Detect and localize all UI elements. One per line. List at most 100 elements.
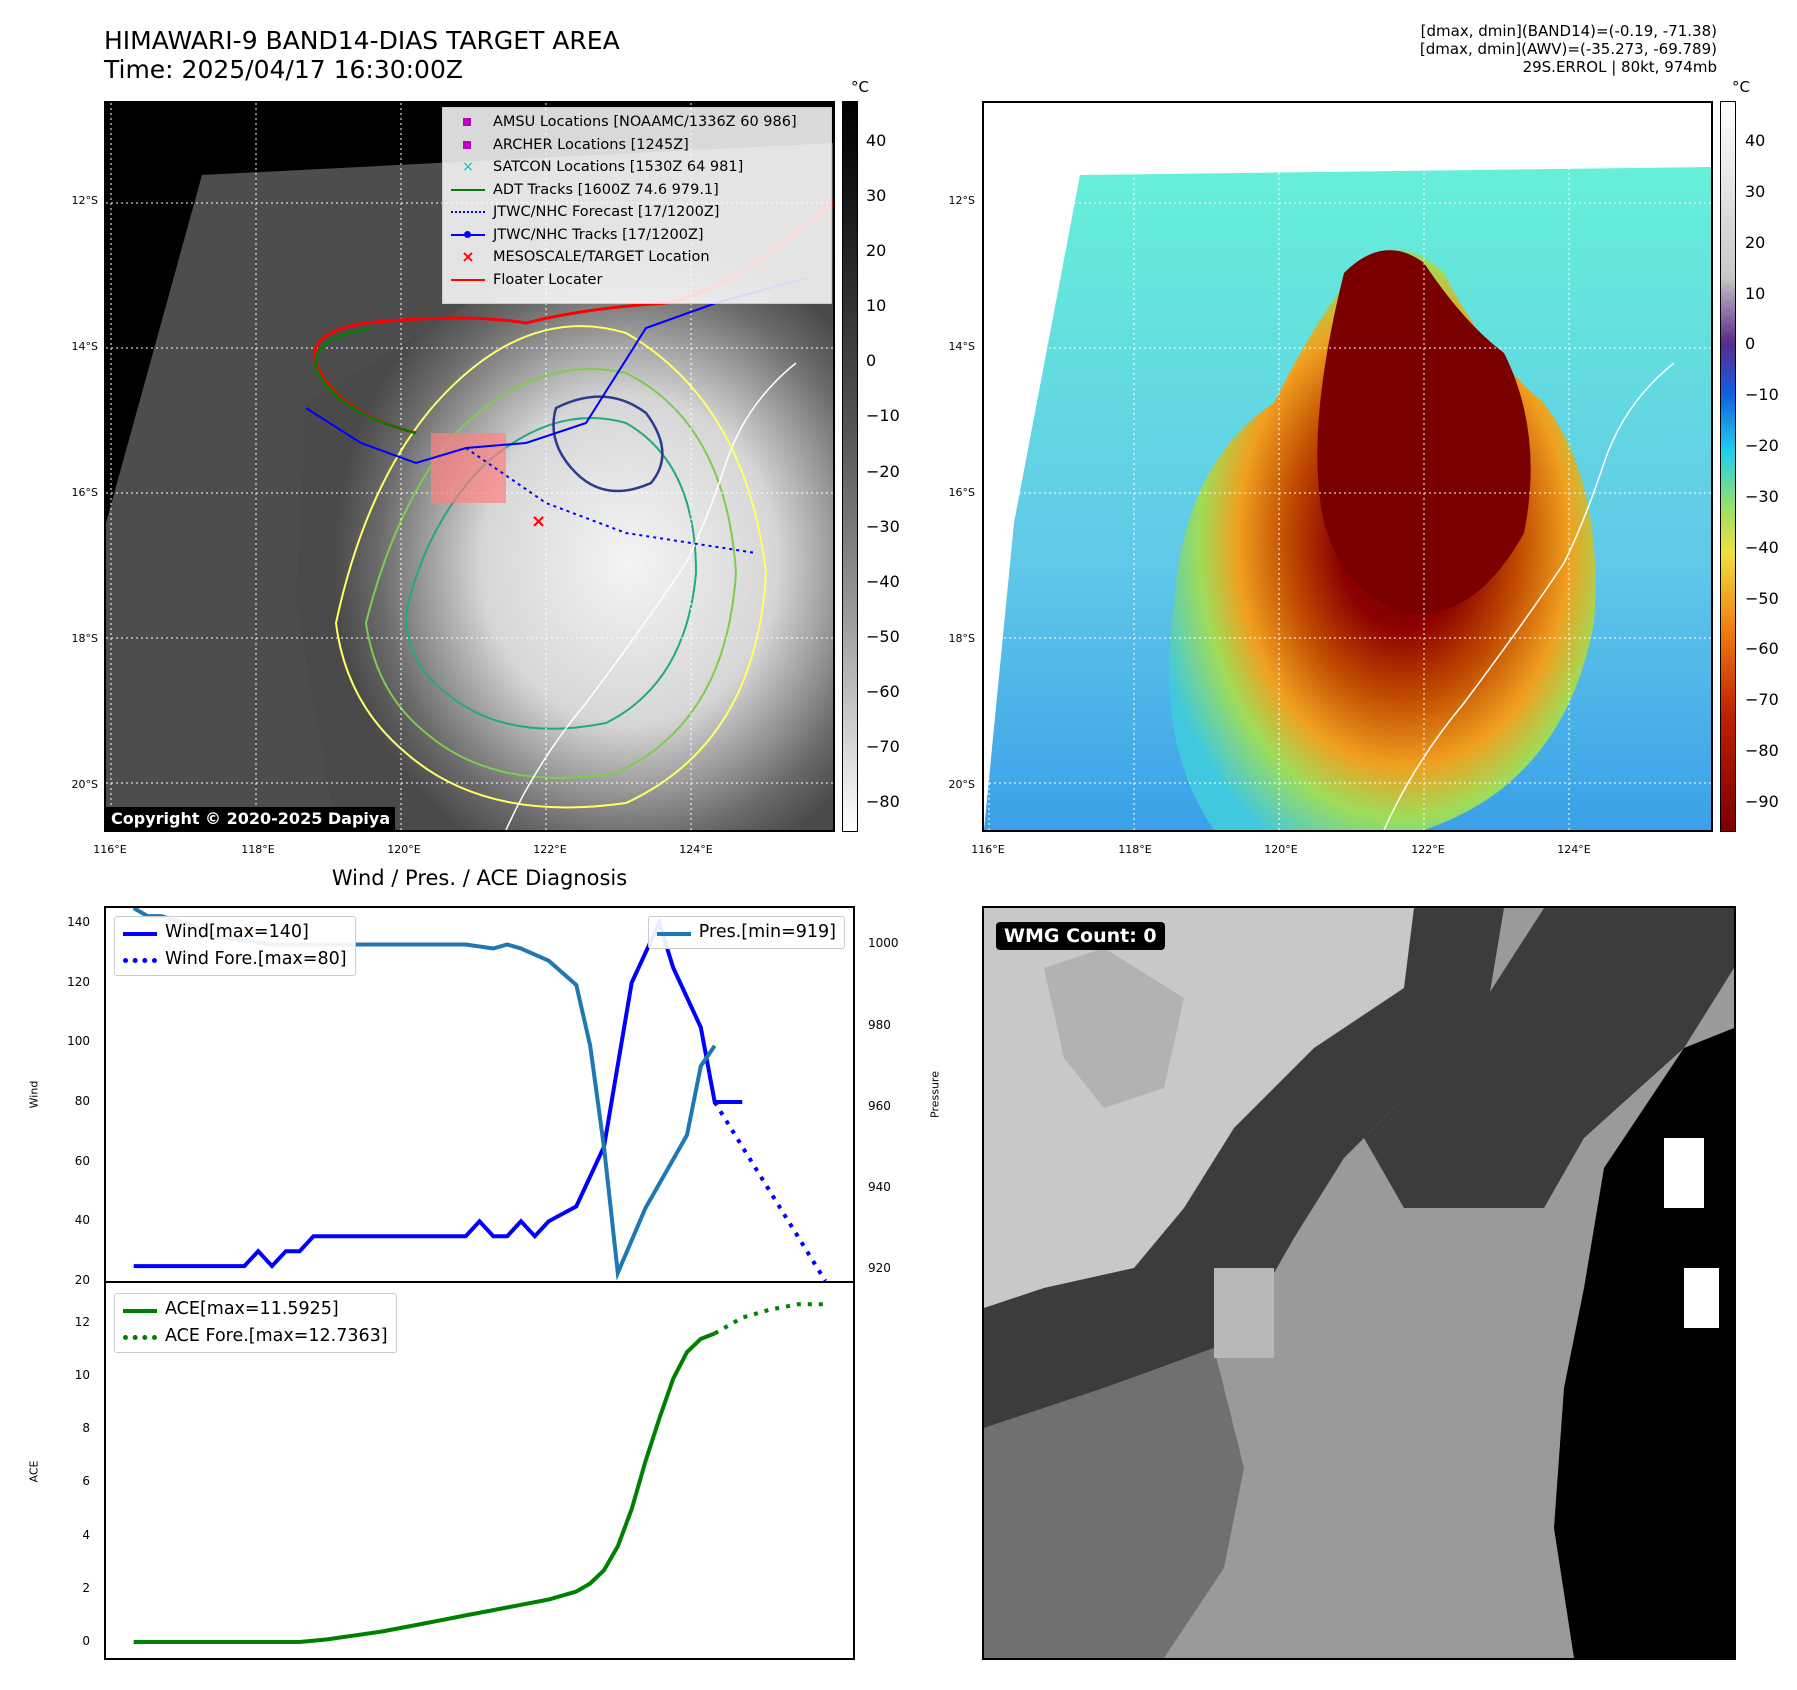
lat-label: 14°S xyxy=(71,340,98,353)
ir-enhanced-map xyxy=(982,101,1713,832)
colorbar-tick-label: −90 xyxy=(1745,792,1779,811)
colorbar-tick-label: −70 xyxy=(1745,690,1779,710)
map-legend: AMSU Locations [NOAAMC/1336Z 60 986] ARC… xyxy=(442,107,832,304)
ace-legend: ACE[max=11.5925] ACE Fore.[max=12.7363] xyxy=(114,1293,397,1353)
square-marker-icon xyxy=(451,136,485,154)
colorbar-tick-label: −60 xyxy=(1745,639,1779,659)
wmg-mid-patch xyxy=(1044,948,1184,1108)
y-tick-label: 1000 xyxy=(868,936,899,951)
pressure-axis-label: Pressure xyxy=(928,1071,942,1118)
y-tick-label: 10 xyxy=(74,1368,90,1383)
legend-item: JTWC/NHC Tracks [17/1200Z] xyxy=(451,224,823,247)
y-tick-label: 4 xyxy=(82,1527,90,1542)
y-tick-label: 80 xyxy=(74,1093,90,1108)
colorbar-tick-label: −30 xyxy=(1745,486,1779,506)
contour-yellow xyxy=(334,325,768,809)
colorbar-tick-label: −20 xyxy=(1745,436,1779,456)
x-marker-icon: × xyxy=(462,159,474,176)
y-tick-label: 6 xyxy=(82,1474,90,1489)
ace-axis-label: ACE xyxy=(27,1460,41,1483)
floater-box xyxy=(431,433,506,503)
y-tick-label: 120 xyxy=(67,974,90,989)
colorbar-tick-label: 40 xyxy=(866,131,887,150)
colorbar-tick-label: −40 xyxy=(866,571,900,591)
legend-item: Floater Locater xyxy=(451,269,823,292)
colorbar-tick-label: −80 xyxy=(1745,741,1779,761)
y-tick-label: 0 xyxy=(82,1634,90,1649)
lon-label: 122°E xyxy=(533,843,567,856)
wmg-white-patch xyxy=(1684,1268,1719,1328)
chart-title: HIMAWARI-9 BAND14-DIAS TARGET AREA Time:… xyxy=(104,26,620,84)
series-line-ace xyxy=(133,1331,716,1644)
line-dot-icon xyxy=(451,226,485,244)
ace-chart: ACE[max=11.5925] ACE Fore.[max=12.7363] xyxy=(104,1281,855,1660)
y-tick-label: 8 xyxy=(82,1421,90,1436)
right-colorbar xyxy=(1720,101,1736,832)
jtwc-track xyxy=(305,277,807,465)
ir-grayscale-imagery: × xyxy=(106,103,833,830)
ace-plot xyxy=(133,1302,826,1644)
colorbar-tick-label: −40 xyxy=(1745,537,1779,557)
lat-label: 16°S xyxy=(948,486,975,499)
diagnosis-chart-title: Wind / Pres. / ACE Diagnosis xyxy=(331,866,628,890)
lon-label: 118°E xyxy=(1118,843,1152,856)
y-tick-label: 20 xyxy=(74,1273,90,1287)
y-tick-label: 12 xyxy=(74,1314,90,1329)
lon-label: 116°E xyxy=(93,843,127,856)
series-line-ace-fore- xyxy=(713,1302,826,1336)
wmg-imagery xyxy=(984,908,1734,1658)
wmg-dark-band-2 xyxy=(1364,908,1734,1208)
wmg-panel: WMG Count: 0 xyxy=(982,906,1736,1660)
lon-label: 124°E xyxy=(679,843,713,856)
lat-label: 12°S xyxy=(71,194,98,207)
legend-item: AMSU Locations [NOAAMC/1336Z 60 986] xyxy=(451,111,823,134)
lon-label: 122°E xyxy=(1411,843,1445,856)
colorbar-tick-label: 0 xyxy=(866,351,877,371)
diagnostic-info: [dmax, dmin](BAND14)=(-0.19, -71.38) [dm… xyxy=(1420,22,1717,76)
colorbar-tick-label: −70 xyxy=(866,736,900,756)
legend-item: ACE[max=11.5925] xyxy=(123,1296,388,1323)
y-tick-label: 2 xyxy=(82,1580,90,1595)
colorbar-tick-label: −60 xyxy=(866,681,900,701)
coastline xyxy=(505,362,797,830)
lat-label: 20°S xyxy=(71,778,98,791)
y-tick-label: 960 xyxy=(868,1098,891,1113)
legend-item: JTWC/NHC Forecast [17/1200Z] xyxy=(451,201,823,224)
lat-label: 20°S xyxy=(948,778,975,791)
colorbar-tick-label: −50 xyxy=(866,626,900,646)
info-line-2: [dmax, dmin](AWV)=(-35.273, -69.789) xyxy=(1419,40,1717,58)
line-icon xyxy=(123,1301,157,1319)
dotted-line-icon xyxy=(123,1328,157,1346)
ir-grayscale-map: × Copyright © 2020-2025 Dapiya AMSU Loca… xyxy=(104,101,835,832)
lat-label: 16°S xyxy=(71,486,98,499)
wmg-light-patch xyxy=(1214,1268,1274,1358)
y-tick-label: 60 xyxy=(74,1153,90,1168)
ir-enhanced-imagery xyxy=(984,103,1711,830)
title-line-2: Time: 2025/04/17 16:30:00Z xyxy=(104,55,463,84)
y-tick-label: 100 xyxy=(67,1034,90,1049)
colorbar-tick-label: 10 xyxy=(1745,283,1766,303)
y-tick-label: 940 xyxy=(868,1179,891,1194)
colorbar-tick-label: −30 xyxy=(866,516,900,536)
x-marker-icon: × xyxy=(461,247,475,267)
lon-label: 120°E xyxy=(387,843,421,856)
left-colorbar xyxy=(842,101,858,832)
dotted-line-icon xyxy=(451,203,485,221)
lat-label: 18°S xyxy=(71,632,98,645)
legend-item: ARCHER Locations [1245Z] xyxy=(451,134,823,157)
lat-label: 18°S xyxy=(948,632,975,645)
pressure-legend: Pres.[min=919] xyxy=(647,916,845,949)
coldest-cloud-tops xyxy=(1317,250,1531,614)
left-colorbar-unit: °C xyxy=(851,78,869,96)
title-line-1: HIMAWARI-9 BAND14-DIAS TARGET AREA xyxy=(104,26,620,55)
colorbar-tick-label: 30 xyxy=(1745,181,1766,201)
series-line-wind-fore- xyxy=(712,1100,828,1281)
lat-label: 12°S xyxy=(948,194,975,207)
line-icon xyxy=(656,924,691,942)
y-tick-label: 140 xyxy=(67,914,90,929)
legend-item: × MESOSCALE/TARGET Location xyxy=(451,246,823,269)
map-gridlines xyxy=(984,103,1711,830)
lon-label: 118°E xyxy=(241,843,275,856)
colorbar-tick-label: −20 xyxy=(866,461,900,481)
lon-label: 116°E xyxy=(971,843,1005,856)
